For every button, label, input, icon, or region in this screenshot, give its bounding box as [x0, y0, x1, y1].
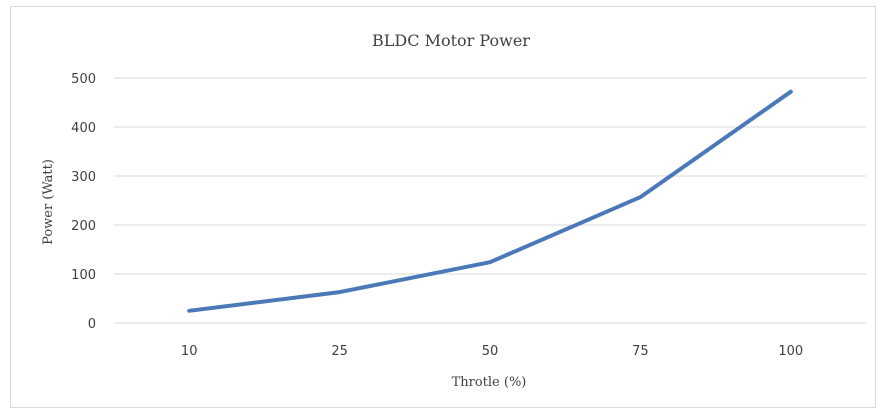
y-tick-label: 0	[88, 317, 96, 332]
y-tick-label: 400	[71, 121, 96, 136]
series-layer	[187, 89, 793, 313]
y-axis-title: Power (Watt)	[41, 159, 56, 245]
x-tick-label: 10	[181, 344, 198, 359]
y-tick-label: 100	[71, 268, 96, 283]
x-tick-label: 25	[331, 344, 348, 359]
chart-frame	[10, 6, 876, 408]
y-tick-label: 500	[71, 72, 96, 87]
y-tick-label: 300	[71, 170, 96, 185]
y-axis-ticks: 0 100 200 300 400 500	[71, 72, 96, 332]
x-tick-label: 100	[778, 344, 803, 359]
gridlines	[114, 77, 866, 324]
x-axis-title: Throtle (%)	[452, 375, 527, 390]
y-tick-label: 200	[71, 219, 96, 234]
chart-title: BLDC Motor Power	[372, 31, 530, 50]
x-axis-ticks: 10 25 50 75 100	[181, 344, 803, 359]
x-tick-label: 75	[632, 344, 649, 359]
x-tick-label: 50	[482, 344, 499, 359]
series-line-0	[187, 89, 793, 313]
